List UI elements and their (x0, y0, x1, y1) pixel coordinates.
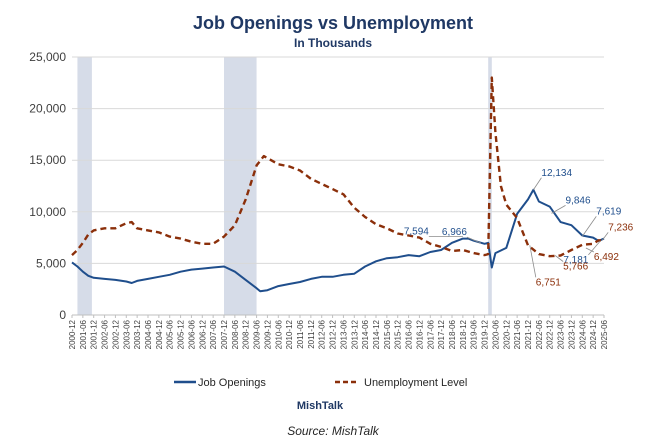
x-tick-label: 2009-06 (253, 319, 262, 349)
x-tick-label: 2007-12 (220, 319, 229, 349)
chart-title: Job Openings vs Unemployment (193, 13, 473, 33)
x-tick-label: 2012-06 (318, 319, 327, 349)
x-tick-label: 2013-06 (339, 319, 348, 349)
y-tick-label: 20,000 (29, 102, 66, 116)
chart-subtitle: In Thousands (294, 36, 372, 50)
x-tick-label: 2019-06 (470, 319, 479, 349)
annotation-label: 7,181 (563, 255, 588, 266)
x-tick-label: 2016-12 (415, 319, 424, 349)
y-tick-label: 25,000 (29, 50, 66, 64)
x-tick-label: 2005-06 (166, 319, 175, 349)
x-tick-label: 2011-06 (296, 319, 305, 348)
x-tick-label: 2023-12 (567, 319, 576, 349)
y-tick-label: 0 (59, 308, 66, 322)
annotation-label: 6,966 (442, 227, 467, 238)
x-tick-label: 2015-12 (394, 319, 403, 349)
y-tick-label: 15,000 (29, 153, 66, 167)
x-tick-label: 2001-12 (90, 319, 99, 349)
annotation-label: 12,134 (541, 168, 572, 179)
annotation-leader (601, 232, 609, 241)
annotation-leader (585, 247, 595, 253)
x-tick-label: 2021-12 (524, 319, 533, 349)
legend-label-job-openings: Job Openings (198, 377, 266, 389)
x-tick-label: 2018-06 (448, 319, 457, 349)
annotation-leader (529, 245, 537, 278)
recession-bands (77, 57, 492, 315)
annotation-leader (581, 216, 597, 237)
x-tick-label: 2017-06 (426, 319, 435, 349)
annotation-label: 5,766 (563, 261, 588, 272)
x-tick-label: 2008-12 (242, 319, 251, 349)
annotation-leader (588, 240, 601, 256)
x-tick-label: 2015-06 (383, 319, 392, 349)
x-tick-label: 2000-12 (68, 319, 77, 349)
x-tick-label: 2003-12 (133, 319, 142, 349)
legend-label-unemployment: Unemployment Level (364, 377, 467, 389)
x-tick-label: 2003-06 (122, 319, 131, 349)
x-tick-label: 2019-12 (481, 319, 490, 349)
x-tick-label: 2024-06 (578, 319, 587, 349)
x-tick-label: 2020-12 (502, 319, 511, 349)
data-annotations: 7,594 6,966 12,134 9,846 7,619 7,1816,7515,76… (404, 168, 634, 289)
x-tick-label: 2016-06 (405, 319, 414, 349)
annotation-label: 7,594 (404, 227, 429, 238)
legend: Job Openings Unemployment Level (174, 377, 467, 389)
annotation-leader (551, 205, 566, 214)
brand-label: MishTalk (297, 400, 344, 412)
x-tick-label: 2006-06 (187, 319, 196, 349)
x-tick-label: 2014-12 (372, 319, 381, 349)
y-tick-label: 10,000 (29, 205, 66, 219)
x-tick-label: 2009-12 (263, 319, 272, 349)
x-tick-label: 2025-06 (600, 319, 609, 349)
series-line-unemployment-level (71, 76, 605, 258)
x-tick-label: 2008-06 (231, 319, 240, 349)
x-tick-label: 2017-12 (437, 319, 446, 349)
annotation-label: 6,751 (536, 277, 561, 288)
annotation-label: 7,619 (596, 206, 621, 217)
x-tick-label: 2020-06 (491, 319, 500, 349)
x-tick-label: 2021-06 (513, 319, 522, 349)
x-tick-label: 2018-12 (459, 319, 468, 349)
annotation-label: 6,492 (594, 252, 619, 263)
x-tick-label: 2023-06 (557, 319, 566, 349)
y-tick-label: 5,000 (36, 256, 66, 270)
x-tick-label: 2010-06 (274, 319, 283, 349)
annotation-leader (554, 255, 564, 262)
x-tick-label: 2001-06 (79, 319, 88, 349)
x-tick-label: 2002-12 (111, 319, 120, 349)
x-tick-label: 2002-06 (101, 319, 110, 349)
x-tick-label: 2004-06 (144, 319, 153, 349)
source-note: Source: MishTalk (287, 424, 380, 438)
x-tick-label: 2007-06 (209, 319, 218, 349)
annotation-leader (466, 236, 482, 244)
x-tick-label: 2004-12 (155, 319, 164, 349)
series-lines (71, 76, 605, 293)
annotation-label: 7,236 (608, 222, 633, 233)
y-gridlines (72, 56, 604, 316)
x-tick-label: 2022-12 (546, 319, 555, 349)
series-line-job-openings (71, 188, 605, 293)
x-tick-label: 2014-06 (361, 319, 370, 349)
x-tick-label: 2005-12 (177, 319, 186, 349)
x-tick-label: 2024-12 (589, 319, 598, 349)
x-tick-label: 2010-12 (285, 319, 294, 349)
x-tick-label: 2022-06 (535, 319, 544, 349)
x-tick-label: 2011-12 (307, 319, 316, 348)
x-tick-label: 2006-12 (198, 319, 207, 349)
annotation-leader (533, 177, 542, 190)
annotation-label: 9,846 (566, 195, 591, 206)
x-axis-ticks: 2000-12 2001-06 2001-12 2002-06 2002-12 2003-… (68, 315, 609, 349)
x-tick-label: 2012-12 (329, 319, 338, 349)
recession-band-1 (77, 57, 92, 315)
x-tick-label: 2013-12 (350, 319, 359, 349)
y-axis-ticks: 0 5,000 10,000 15,000 20,000 25,000 (29, 50, 66, 322)
